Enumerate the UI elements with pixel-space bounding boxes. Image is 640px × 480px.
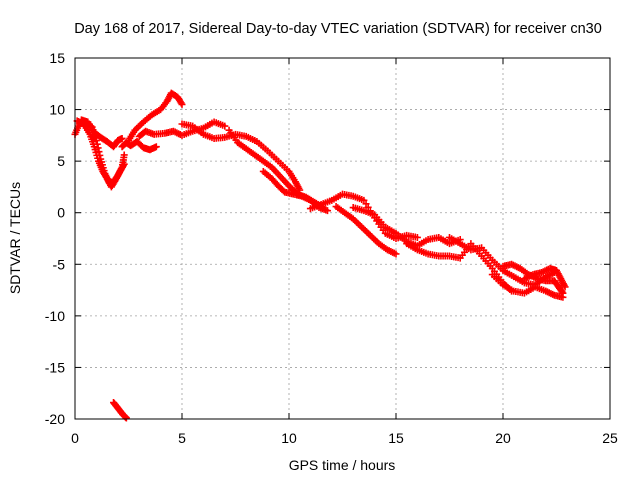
series-track-e (125, 89, 186, 145)
data-point (324, 207, 332, 215)
series-track-p (499, 260, 567, 297)
data-series (71, 89, 569, 422)
data-point (119, 162, 127, 170)
data-point (561, 283, 569, 291)
y-tick-label: 10 (49, 102, 65, 118)
data-point (392, 250, 400, 258)
series-track-f (135, 118, 229, 140)
plot-frame (74, 57, 611, 420)
y-tick-label: -5 (53, 256, 66, 272)
y-tick-label: -20 (45, 411, 65, 427)
data-point (177, 99, 185, 107)
data-point (558, 288, 566, 296)
series-track-j (306, 190, 421, 242)
data-point (122, 414, 130, 422)
y-axis-ticks: -20 -15 -10 -5 0 5 10 15 (45, 50, 610, 427)
y-tick-label: -15 (45, 359, 65, 375)
y-tick-label: 5 (57, 153, 65, 169)
x-axis-label: GPS time / hours (289, 457, 396, 473)
x-tick-label: 20 (495, 430, 511, 446)
data-point (413, 233, 421, 241)
data-point (360, 196, 368, 204)
x-tick-label: 25 (602, 430, 618, 446)
series-track-k (332, 203, 400, 258)
series-track-r (110, 398, 130, 422)
series-track-q (520, 264, 569, 291)
series-track-c (77, 116, 126, 151)
y-tick-label: 0 (57, 205, 65, 221)
x-tick-label: 15 (388, 430, 404, 446)
series-track-o (488, 271, 567, 301)
x-axis-ticks: 0 5 10 15 20 25 (71, 58, 618, 446)
x-tick-label: 5 (178, 430, 186, 446)
series-track-b (73, 117, 128, 191)
data-point (118, 134, 126, 142)
data-point (120, 151, 128, 159)
data-point (221, 122, 229, 130)
data-point (559, 289, 567, 297)
grid-lines (75, 58, 610, 419)
x-tick-label: 10 (281, 430, 297, 446)
y-axis-label: SDTVAR / TECUs (7, 182, 23, 294)
y-tick-label: -10 (45, 308, 65, 324)
y-tick-label: 15 (49, 50, 65, 66)
x-tick-label: 0 (71, 430, 79, 446)
data-point (120, 160, 128, 168)
data-point (92, 137, 100, 145)
series-track-d (118, 138, 160, 154)
data-point (362, 200, 370, 208)
chart-title: Day 168 of 2017, Sidereal Day-to-day VTE… (74, 21, 602, 37)
data-point (152, 143, 160, 151)
data-point (178, 100, 186, 108)
